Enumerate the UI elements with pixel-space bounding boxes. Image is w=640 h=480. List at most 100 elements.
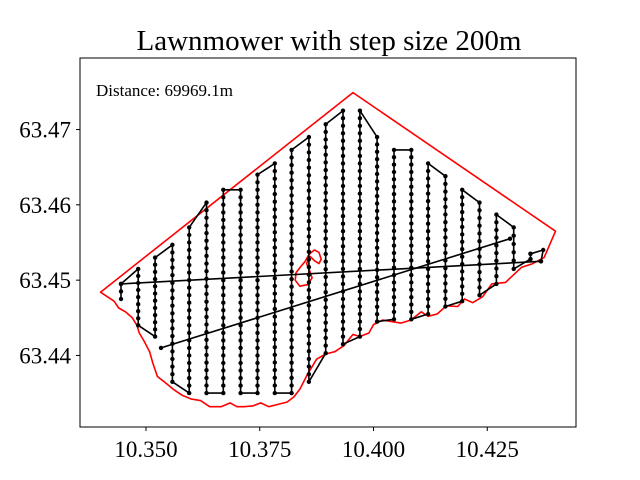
- waypoint-marker: [238, 330, 243, 336]
- waypoint-marker: [272, 299, 277, 304]
- waypoint-marker: [170, 379, 175, 384]
- x-tick-label: 10.375: [228, 437, 291, 462]
- waypoint-marker: [152, 334, 158, 339]
- waypoint-marker: [170, 303, 175, 308]
- waypoint-marker: [494, 250, 499, 256]
- waypoint-marker: [289, 216, 294, 221]
- waypoint-marker: [443, 220, 448, 225]
- waypoint-marker: [374, 289, 380, 295]
- waypoint-marker: [409, 199, 414, 204]
- waypoint-marker: [204, 253, 209, 259]
- waypoint-marker: [323, 290, 328, 295]
- waypoint-marker: [272, 245, 277, 250]
- waypoint-marker: [323, 259, 328, 264]
- waypoint-marker: [340, 229, 346, 234]
- waypoint-marker: [187, 262, 192, 268]
- waypoint-marker: [409, 169, 414, 175]
- waypoint-marker: [238, 383, 243, 388]
- waypoint-marker: [323, 328, 328, 333]
- waypoint-marker: [221, 330, 226, 336]
- waypoint-marker: [340, 131, 346, 136]
- waypoint-marker: [409, 309, 414, 315]
- waypoint-marker: [272, 184, 277, 189]
- waypoint-marker: [409, 295, 414, 300]
- waypoint-marker: [272, 222, 277, 227]
- waypoint-marker: [374, 223, 380, 228]
- waypoint-marker: [272, 214, 277, 220]
- waypoint-marker: [340, 311, 346, 317]
- waypoint-marker: [425, 274, 431, 279]
- waypoint-marker: [272, 276, 277, 281]
- waypoint-marker: [357, 213, 363, 219]
- waypoint-marker: [238, 278, 243, 283]
- waypoint-marker: [255, 390, 260, 396]
- waypoint-marker: [357, 146, 363, 151]
- waypoint-marker: [187, 278, 192, 283]
- waypoint-marker: [357, 251, 363, 256]
- waypoint-marker: [460, 276, 465, 282]
- waypoint-marker: [391, 243, 397, 248]
- waypoint-marker: [340, 326, 346, 332]
- waypoint-marker: [409, 302, 414, 307]
- waypoint-marker: [272, 230, 277, 235]
- waypoint-marker: [152, 269, 158, 275]
- waypoint-marker: [289, 223, 294, 229]
- waypoint-marker: [357, 334, 363, 339]
- waypoint-marker: [443, 258, 448, 263]
- waypoint-marker: [323, 236, 328, 241]
- waypoint-marker: [221, 345, 226, 351]
- waypoint-marker: [289, 314, 294, 320]
- waypoint-marker: [289, 185, 294, 191]
- waypoint-marker: [391, 147, 397, 153]
- waypoint-marker: [238, 390, 243, 396]
- waypoint-marker: [289, 299, 294, 305]
- waypoint-marker: [152, 276, 158, 282]
- transit-segment-3: [160, 237, 511, 349]
- waypoint-marker: [391, 199, 397, 204]
- waypoint-marker: [409, 272, 414, 278]
- waypoint-marker: [255, 353, 260, 358]
- mower-path-group: [120, 109, 545, 394]
- waypoint-marker: [494, 235, 499, 240]
- waypoint-marker: [221, 323, 226, 328]
- waypoint-marker: [374, 245, 380, 250]
- waypoint-marker: [477, 239, 482, 244]
- waypoint-marker: [323, 312, 328, 318]
- waypoint-marker: [323, 343, 328, 348]
- waypoint-marker: [306, 211, 312, 216]
- waypoint-marker: [528, 256, 533, 262]
- waypoint-marker: [340, 206, 346, 211]
- waypoint-marker: [425, 266, 431, 272]
- waypoint-marker: [357, 138, 363, 143]
- waypoint-marker: [170, 311, 175, 316]
- waypoint-marker: [357, 229, 363, 234]
- waypoint-marker: [443, 181, 448, 187]
- waypoint-marker: [340, 281, 346, 287]
- waypoint-marker: [460, 224, 465, 230]
- waypoint-marker: [425, 183, 431, 189]
- waypoint-marker: [187, 360, 192, 366]
- waypoint-marker: [255, 293, 260, 298]
- waypoint-marker: [460, 217, 465, 222]
- waypoint-marker: [323, 206, 328, 211]
- waypoint-marker: [340, 116, 346, 121]
- waypoint-marker: [391, 280, 397, 285]
- waypoint-marker: [409, 236, 414, 241]
- waypoint-marker: [221, 375, 226, 381]
- waypoint-marker: [136, 316, 141, 321]
- waypoint-marker: [306, 241, 312, 247]
- waypoint-marker: [204, 375, 209, 381]
- axes-group: 10.350 10.375 10.400 10.425 63.44 63.45 63.46 6…: [19, 118, 519, 462]
- waypoint-marker: [460, 187, 465, 192]
- waypoint-marker: [221, 202, 226, 207]
- waypoint-marker: [272, 306, 277, 312]
- waypoint-marker: [306, 150, 312, 155]
- waypoint-marker: [477, 262, 482, 267]
- waypoint-marker: [357, 281, 363, 287]
- waypoint-marker: [118, 281, 124, 287]
- waypoint-marker: [187, 225, 192, 230]
- waypoint-marker: [272, 383, 277, 388]
- waypoint-marker: [391, 317, 397, 322]
- waypoint-marker: [204, 390, 209, 396]
